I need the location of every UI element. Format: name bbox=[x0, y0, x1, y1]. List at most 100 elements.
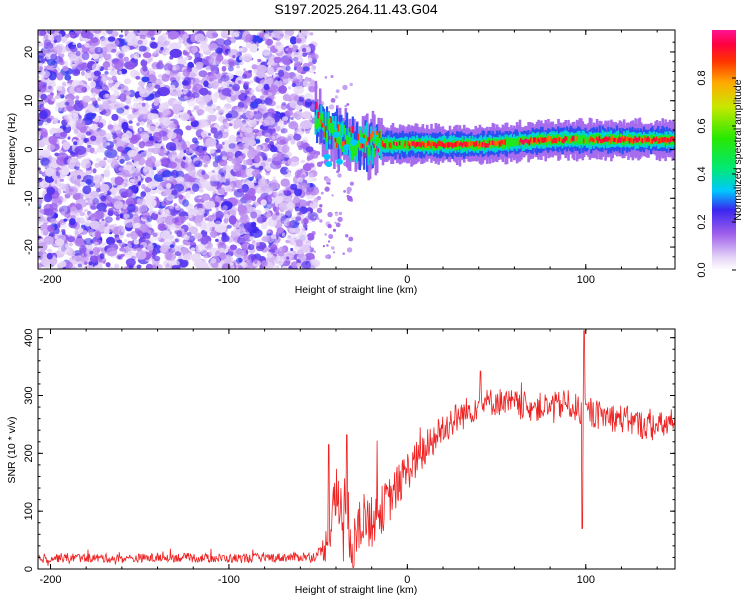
signal-band bbox=[473, 141, 475, 147]
noise-blob bbox=[38, 104, 42, 110]
noise-blob bbox=[332, 228, 337, 232]
signal-band bbox=[393, 141, 395, 146]
signal-band bbox=[641, 138, 644, 144]
noise-blob bbox=[116, 254, 124, 260]
signal-band bbox=[373, 143, 375, 148]
noise-blob bbox=[225, 186, 232, 192]
noise-blob bbox=[346, 190, 351, 195]
signal-band bbox=[634, 136, 636, 141]
noise-blob bbox=[222, 177, 227, 183]
signal-band bbox=[605, 136, 608, 142]
signal-band bbox=[411, 141, 414, 146]
signal-band bbox=[645, 137, 648, 143]
signal-band bbox=[592, 138, 595, 143]
noise-blob bbox=[89, 220, 100, 230]
noise-blob bbox=[65, 243, 69, 249]
noise-blob bbox=[239, 56, 243, 61]
noise-blob bbox=[74, 237, 86, 247]
noise-blob bbox=[154, 98, 160, 105]
signal-band bbox=[350, 143, 353, 162]
signal-band bbox=[575, 136, 578, 141]
noise-blob bbox=[219, 119, 223, 124]
noise-blob bbox=[281, 265, 289, 269]
signal-band bbox=[570, 138, 572, 143]
noise-blob bbox=[94, 104, 100, 109]
noise-blob bbox=[151, 250, 158, 256]
noise-blob bbox=[227, 66, 234, 72]
signal-band bbox=[453, 143, 455, 148]
noise-blob bbox=[220, 151, 228, 158]
signal-band bbox=[358, 137, 361, 171]
signal-band bbox=[344, 128, 347, 145]
noise-blob bbox=[39, 110, 48, 120]
noise-blob bbox=[298, 182, 308, 190]
noise-blob bbox=[84, 220, 91, 227]
noise-blob bbox=[303, 222, 307, 227]
noise-blob bbox=[83, 138, 88, 144]
signal-band bbox=[398, 141, 401, 146]
noise-blob bbox=[186, 92, 192, 98]
noise-blob bbox=[248, 139, 254, 147]
noise-blob bbox=[56, 85, 63, 92]
noise-blob bbox=[230, 93, 237, 102]
noise-blob bbox=[262, 235, 270, 243]
signal-band bbox=[354, 143, 357, 157]
noise-blob bbox=[84, 261, 88, 265]
signal-band bbox=[665, 137, 668, 144]
noise-blob bbox=[108, 133, 112, 138]
noise-blob bbox=[234, 224, 240, 229]
signal-band bbox=[346, 112, 349, 148]
signal-band bbox=[635, 137, 638, 143]
noise-blob bbox=[294, 206, 300, 212]
noise-blob bbox=[78, 61, 89, 70]
signal-band bbox=[538, 139, 541, 144]
signal-band bbox=[463, 141, 465, 146]
noise-blob bbox=[148, 57, 153, 62]
noise-blob bbox=[146, 198, 157, 208]
signal-band bbox=[662, 137, 665, 143]
noise-blob bbox=[127, 113, 135, 121]
x-tick-label: 100 bbox=[577, 574, 595, 586]
noise-blob bbox=[104, 148, 118, 159]
noise-blob bbox=[270, 160, 282, 170]
noise-blob bbox=[170, 210, 177, 217]
signal-band bbox=[328, 124, 331, 145]
noise-blob bbox=[190, 120, 199, 128]
noise-blob bbox=[297, 177, 304, 183]
noise-blob bbox=[184, 191, 191, 199]
noise-blob bbox=[55, 132, 61, 138]
signal-band bbox=[553, 137, 555, 144]
noise-blob bbox=[139, 30, 148, 35]
noise-blob bbox=[215, 238, 219, 242]
noise-blob bbox=[174, 238, 179, 243]
signal-band bbox=[604, 136, 606, 142]
y-tick-label: 400 bbox=[23, 328, 35, 346]
noise-blob bbox=[61, 36, 68, 42]
x-tick-label: -100 bbox=[218, 274, 240, 286]
noise-blob bbox=[68, 250, 73, 255]
signal-band bbox=[561, 139, 564, 143]
noise-blob bbox=[111, 158, 117, 163]
noise-blob bbox=[113, 209, 120, 216]
noise-blob bbox=[39, 224, 50, 232]
signal-band bbox=[455, 141, 458, 147]
noise-blob bbox=[165, 263, 170, 268]
noise-blob bbox=[122, 204, 127, 210]
snr-xlabel: Height of straight line (km) bbox=[295, 584, 418, 596]
noise-blob bbox=[169, 122, 176, 129]
signal-band bbox=[547, 135, 549, 142]
noise-blob bbox=[196, 261, 209, 269]
noise-blob bbox=[218, 109, 225, 116]
signal-band bbox=[591, 137, 594, 142]
noise-blob bbox=[205, 201, 214, 209]
noise-blob bbox=[141, 133, 149, 142]
noise-blob bbox=[43, 43, 47, 47]
noise-blob bbox=[258, 104, 267, 114]
signal-band bbox=[582, 138, 585, 144]
noise-blob bbox=[125, 139, 131, 143]
noise-blob bbox=[229, 36, 237, 44]
x-tick-label: 100 bbox=[577, 274, 595, 286]
noise-blob bbox=[267, 157, 273, 163]
noise-blob bbox=[101, 30, 108, 36]
noise-blob bbox=[162, 177, 168, 181]
